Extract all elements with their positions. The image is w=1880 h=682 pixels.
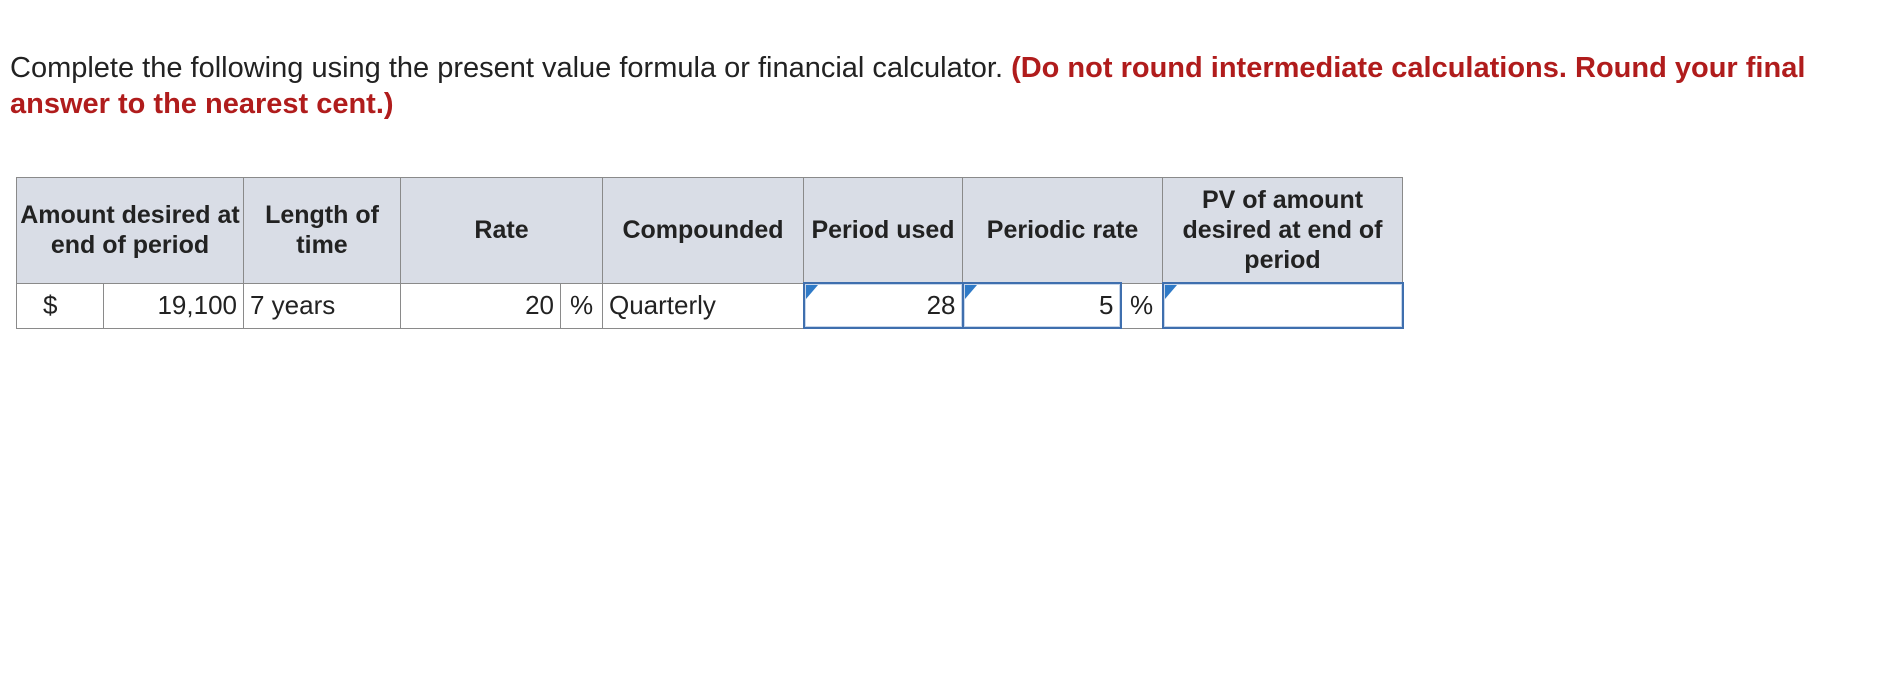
periodic-rate-value: 5 [1099,290,1114,320]
input-marker-icon [1164,285,1177,299]
length-value: 7 years [243,282,401,329]
period-used-value: 28 [926,290,956,320]
periodic-rate-unit: % [1120,282,1163,329]
header-amount: Amount desired at end of period [16,177,244,284]
header-length: Length of time [243,177,401,284]
instructions: Complete the following using the present… [10,50,1870,122]
pv-input[interactable] [1161,282,1404,329]
header-row: Amount desired at end of period Length o… [16,177,1403,284]
compounded-value: Quarterly [602,282,804,329]
period-used-input[interactable]: 28 [802,282,964,329]
instructions-emphasis: (Do not round intermediate calculations.… [10,52,1806,120]
instructions-text: Complete the following using the present… [10,52,1003,84]
rate-unit: % [560,282,603,329]
rate-value: 20 [400,282,561,329]
header-period-used: Period used [803,177,963,284]
input-marker-icon [805,285,818,299]
periodic-rate-input[interactable]: 5 [961,282,1122,329]
input-marker-icon [964,285,977,299]
header-rate: Rate [400,177,603,284]
present-value-table: Amount desired at end of period Length o… [16,177,1404,329]
header-compounded: Compounded [602,177,804,284]
table-row: $ 19,100 7 years 20 % Quarterly 28 5 % [16,282,1404,329]
header-periodic-rate: Periodic rate [962,177,1163,284]
header-pv: PV of amount desired at end of period [1162,177,1403,284]
currency-symbol: $ [16,282,104,329]
amount-value: 19,100 [103,282,244,329]
